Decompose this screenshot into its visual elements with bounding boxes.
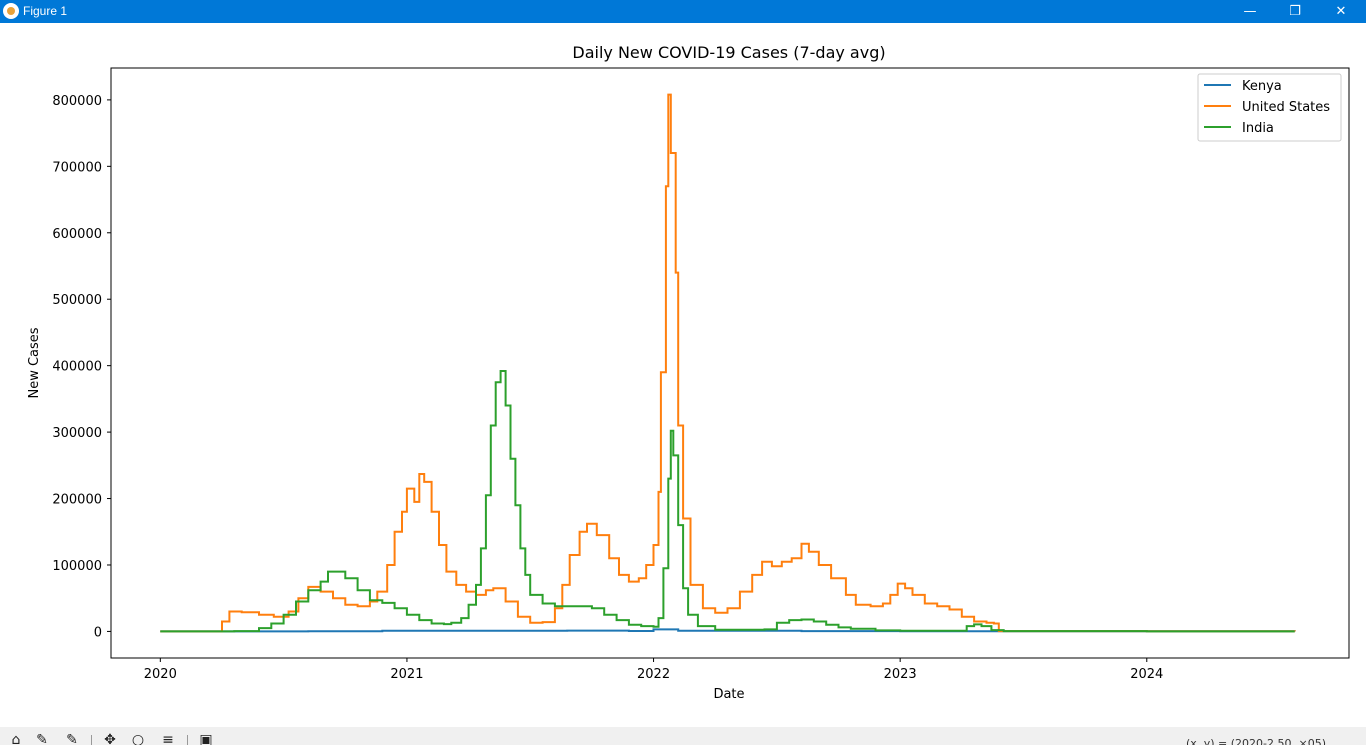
toolbar-separator [91,735,92,745]
x-axis-label: Date [713,687,744,702]
y-tick-label: 500000 [52,293,102,308]
legend-box [1197,73,1342,142]
close-button[interactable]: ✕ [1335,4,1347,19]
series-line-india [160,370,1295,633]
legend: Kenya United States India [1197,73,1342,142]
x-tick-label: 2020 [144,667,177,682]
y-tick-label: 200000 [52,493,102,508]
window-title: Figure 1 [23,4,68,18]
y-tick-label: 600000 [52,227,102,242]
back-icon[interactable]: ✎ [36,732,48,745]
series-layer [160,93,1296,633]
toolbar-separator [187,735,188,745]
maximize-button[interactable]: ❐ [1289,4,1301,19]
window-titlebar: Figure 1 — ❐ ✕ [0,0,1366,23]
y-tick-label: 300000 [52,426,102,441]
y-tick-label: 0 [94,625,102,640]
navigation-toolbar: ⌂ ✎ ✎ ✥ ○ ≡ ▣ (x, y) = (2020-2.50, ×05) [0,727,1366,745]
cursor-coordinates: (x, y) = (2020-2.50, ×05) [1185,737,1326,745]
axes-frame [110,67,1350,659]
x-tick-label: 2021 [390,667,423,682]
series-line-kenya [160,628,1296,633]
y-tick-label: 700000 [52,160,102,175]
y-tick-label: 100000 [52,559,102,574]
legend-label: United States [1242,100,1330,115]
forward-icon[interactable]: ✎ [66,732,78,745]
matplotlib-app-icon [3,3,19,19]
minimize-button[interactable]: — [1243,4,1257,19]
chart-title: Daily New COVID-19 Cases (7-day avg) [572,43,885,62]
x-axis: 2020 2021 2022 2023 2024 [144,658,1163,682]
legend-label: Kenya [1242,79,1282,94]
x-tick-label: 2024 [1130,667,1163,682]
y-axis: 0 100000 200000 300000 400000 500000 600000 700… [52,94,111,640]
zoom-icon[interactable]: ○ [131,732,145,745]
home-icon[interactable]: ⌂ [11,732,21,745]
y-axis-label: New Cases [27,327,42,398]
x-tick-label: 2022 [637,667,670,682]
y-tick-label: 800000 [52,94,102,109]
pan-icon[interactable]: ✥ [104,732,116,745]
chart-canvas: Daily New COVID-19 Cases (7-day avg) 202… [0,23,1366,727]
series-line-united-states [160,93,1296,633]
y-tick-label: 400000 [52,360,102,375]
configure-icon[interactable]: ≡ [162,732,174,745]
legend-label: India [1242,121,1274,136]
x-tick-label: 2023 [884,667,917,682]
save-icon[interactable]: ▣ [199,732,213,745]
